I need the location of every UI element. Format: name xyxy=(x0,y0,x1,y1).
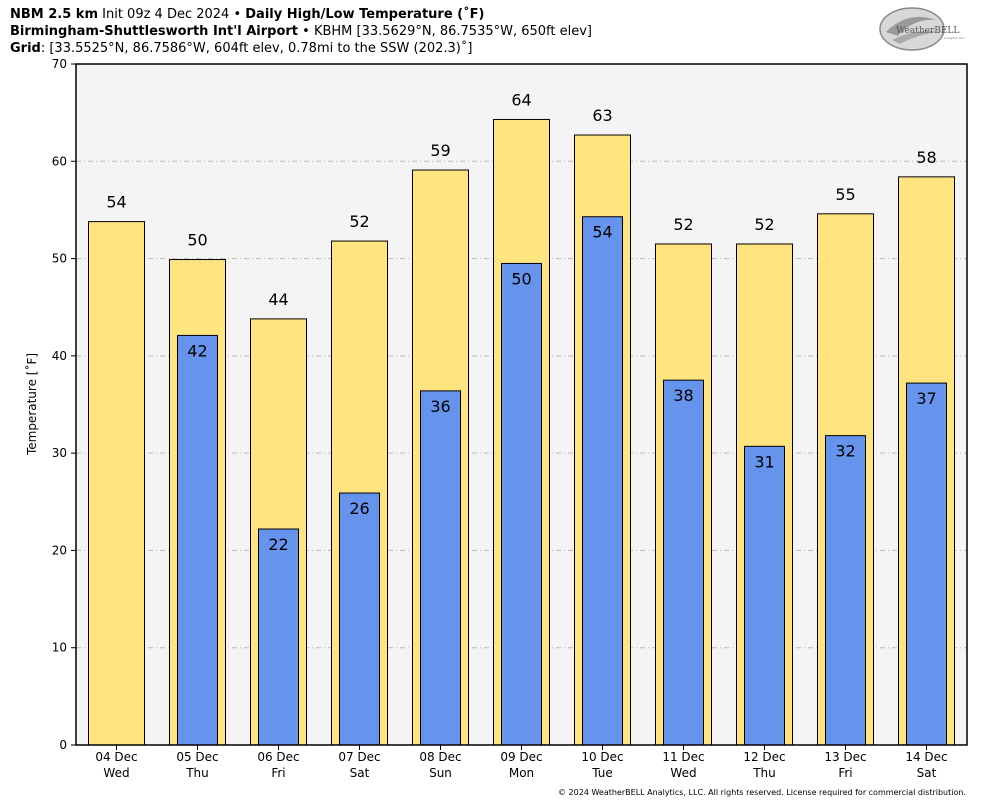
low-bar-7 xyxy=(663,379,704,746)
low-label-9: 32 xyxy=(835,442,855,461)
low-bar-10 xyxy=(906,382,947,746)
x-tick-date-3: 07 Dec xyxy=(338,750,380,764)
low-bar-6 xyxy=(582,216,623,746)
low-bar-2 xyxy=(258,528,299,746)
y-axis: 0 10 20 30 40 50 60 70 xyxy=(52,57,76,752)
x-axis: 04 Dec Wed 05 Dec Thu 06 Dec Fri 07 Dec Sat 08 D… xyxy=(95,745,948,780)
x-tick-day-10: Sat xyxy=(917,766,937,780)
x-tick-day-6: Tue xyxy=(591,766,613,780)
low-label-7: 38 xyxy=(673,386,693,405)
model-name: NBM 2.5 km xyxy=(10,7,98,22)
low-bar-1 xyxy=(177,334,218,746)
x-tick-day-0: Wed xyxy=(103,766,129,780)
product-name: Daily High/Low Temperature (˚F) xyxy=(245,7,485,22)
x-tick-date-9: 13 Dec xyxy=(824,750,866,764)
copyright-footer: © 2024 WeatherBELL Analytics, LLC. All r… xyxy=(558,788,966,797)
high-label-7: 52 xyxy=(673,215,693,234)
low-label-4: 36 xyxy=(430,397,450,416)
data-labels: 54 50 42 44 22 52 26 59 36 64 50 63 54 52 38 52 31 55 32 58… xyxy=(106,90,936,554)
low-bar-4 xyxy=(420,390,461,746)
y-tick-label-50: 50 xyxy=(52,252,67,266)
x-tick-day-9: Fri xyxy=(838,766,852,780)
grid-line: Grid: [33.5525°N, 86.7586°W, 604ft elev,… xyxy=(10,40,472,57)
low-label-1: 42 xyxy=(187,341,207,360)
x-tick-day-2: Fri xyxy=(271,766,285,780)
chart-title: NBM 2.5 km Init 09z 4 Dec 2024 • Daily H… xyxy=(10,6,484,23)
high-label-1: 50 xyxy=(187,231,207,250)
high-label-6: 63 xyxy=(592,106,612,125)
x-tick-day-1: Thu xyxy=(185,766,209,780)
low-bar-5 xyxy=(501,262,542,746)
x-tick-date-7: 11 Dec xyxy=(662,750,704,764)
y-tick-label-60: 60 xyxy=(52,154,67,168)
x-tick-day-5: Mon xyxy=(509,766,534,780)
station-name: Birmingham-Shuttlesworth Int'l Airport xyxy=(10,24,299,39)
x-tick-date-8: 12 Dec xyxy=(743,750,785,764)
logo-subtext: Analytics LLC xyxy=(944,36,964,40)
x-tick-date-2: 06 Dec xyxy=(257,750,299,764)
y-tick-label-70: 70 xyxy=(52,57,67,71)
high-label-10: 58 xyxy=(916,148,936,167)
high-label-5: 64 xyxy=(511,90,531,109)
x-tick-date-0: 04 Dec xyxy=(95,750,137,764)
y-tick-label-40: 40 xyxy=(52,349,67,363)
x-tick-day-4: Sun xyxy=(429,766,452,780)
x-tick-day-8: Thu xyxy=(752,766,776,780)
low-label-10: 37 xyxy=(916,389,936,408)
high-bar-0 xyxy=(88,221,145,746)
low-label-2: 22 xyxy=(268,535,288,554)
high-label-4: 59 xyxy=(430,141,450,160)
x-tick-date-4: 08 Dec xyxy=(419,750,461,764)
y-axis-label: Temperature [˚F] xyxy=(24,353,39,456)
y-tick-label-20: 20 xyxy=(52,543,67,557)
low-label-8: 31 xyxy=(754,452,774,471)
high-label-0: 54 xyxy=(106,193,126,212)
x-tick-day-3: Sat xyxy=(350,766,370,780)
station-line: Birmingham-Shuttlesworth Int'l Airport •… xyxy=(10,23,592,40)
y-tick-label-30: 30 xyxy=(52,446,67,460)
low-bar-8 xyxy=(744,445,785,746)
low-label-3: 26 xyxy=(349,499,369,518)
y-tick-label-10: 10 xyxy=(52,641,67,655)
x-tick-date-10: 14 Dec xyxy=(905,750,947,764)
high-label-3: 52 xyxy=(349,212,369,231)
low-bar-9 xyxy=(825,435,866,746)
station-coords: • KBHM [33.5629°N, 86.7535°W, 650ft elev… xyxy=(298,24,592,39)
high-label-9: 55 xyxy=(835,185,855,204)
x-tick-day-7: Wed xyxy=(670,766,696,780)
x-tick-date-6: 10 Dec xyxy=(581,750,623,764)
high-label-8: 52 xyxy=(754,215,774,234)
init-time: Init 09z 4 Dec 2024 • xyxy=(98,7,246,22)
grid-coords: : [33.5525°N, 86.7586°W, 604ft elev, 0.7… xyxy=(40,41,473,56)
logo-text: WeatherBELL xyxy=(896,26,959,36)
high-label-2: 44 xyxy=(268,290,288,309)
low-label-6: 54 xyxy=(592,223,612,242)
x-tick-date-5: 09 Dec xyxy=(500,750,542,764)
low-label-5: 50 xyxy=(511,269,531,288)
x-tick-date-1: 05 Dec xyxy=(176,750,218,764)
y-tick-label-0: 0 xyxy=(59,738,67,752)
weatherbell-logo: WeatherBELL Analytics LLC xyxy=(879,7,964,51)
bars xyxy=(88,118,955,746)
grid-label: Grid xyxy=(10,41,41,56)
low-bar-3 xyxy=(339,492,380,746)
